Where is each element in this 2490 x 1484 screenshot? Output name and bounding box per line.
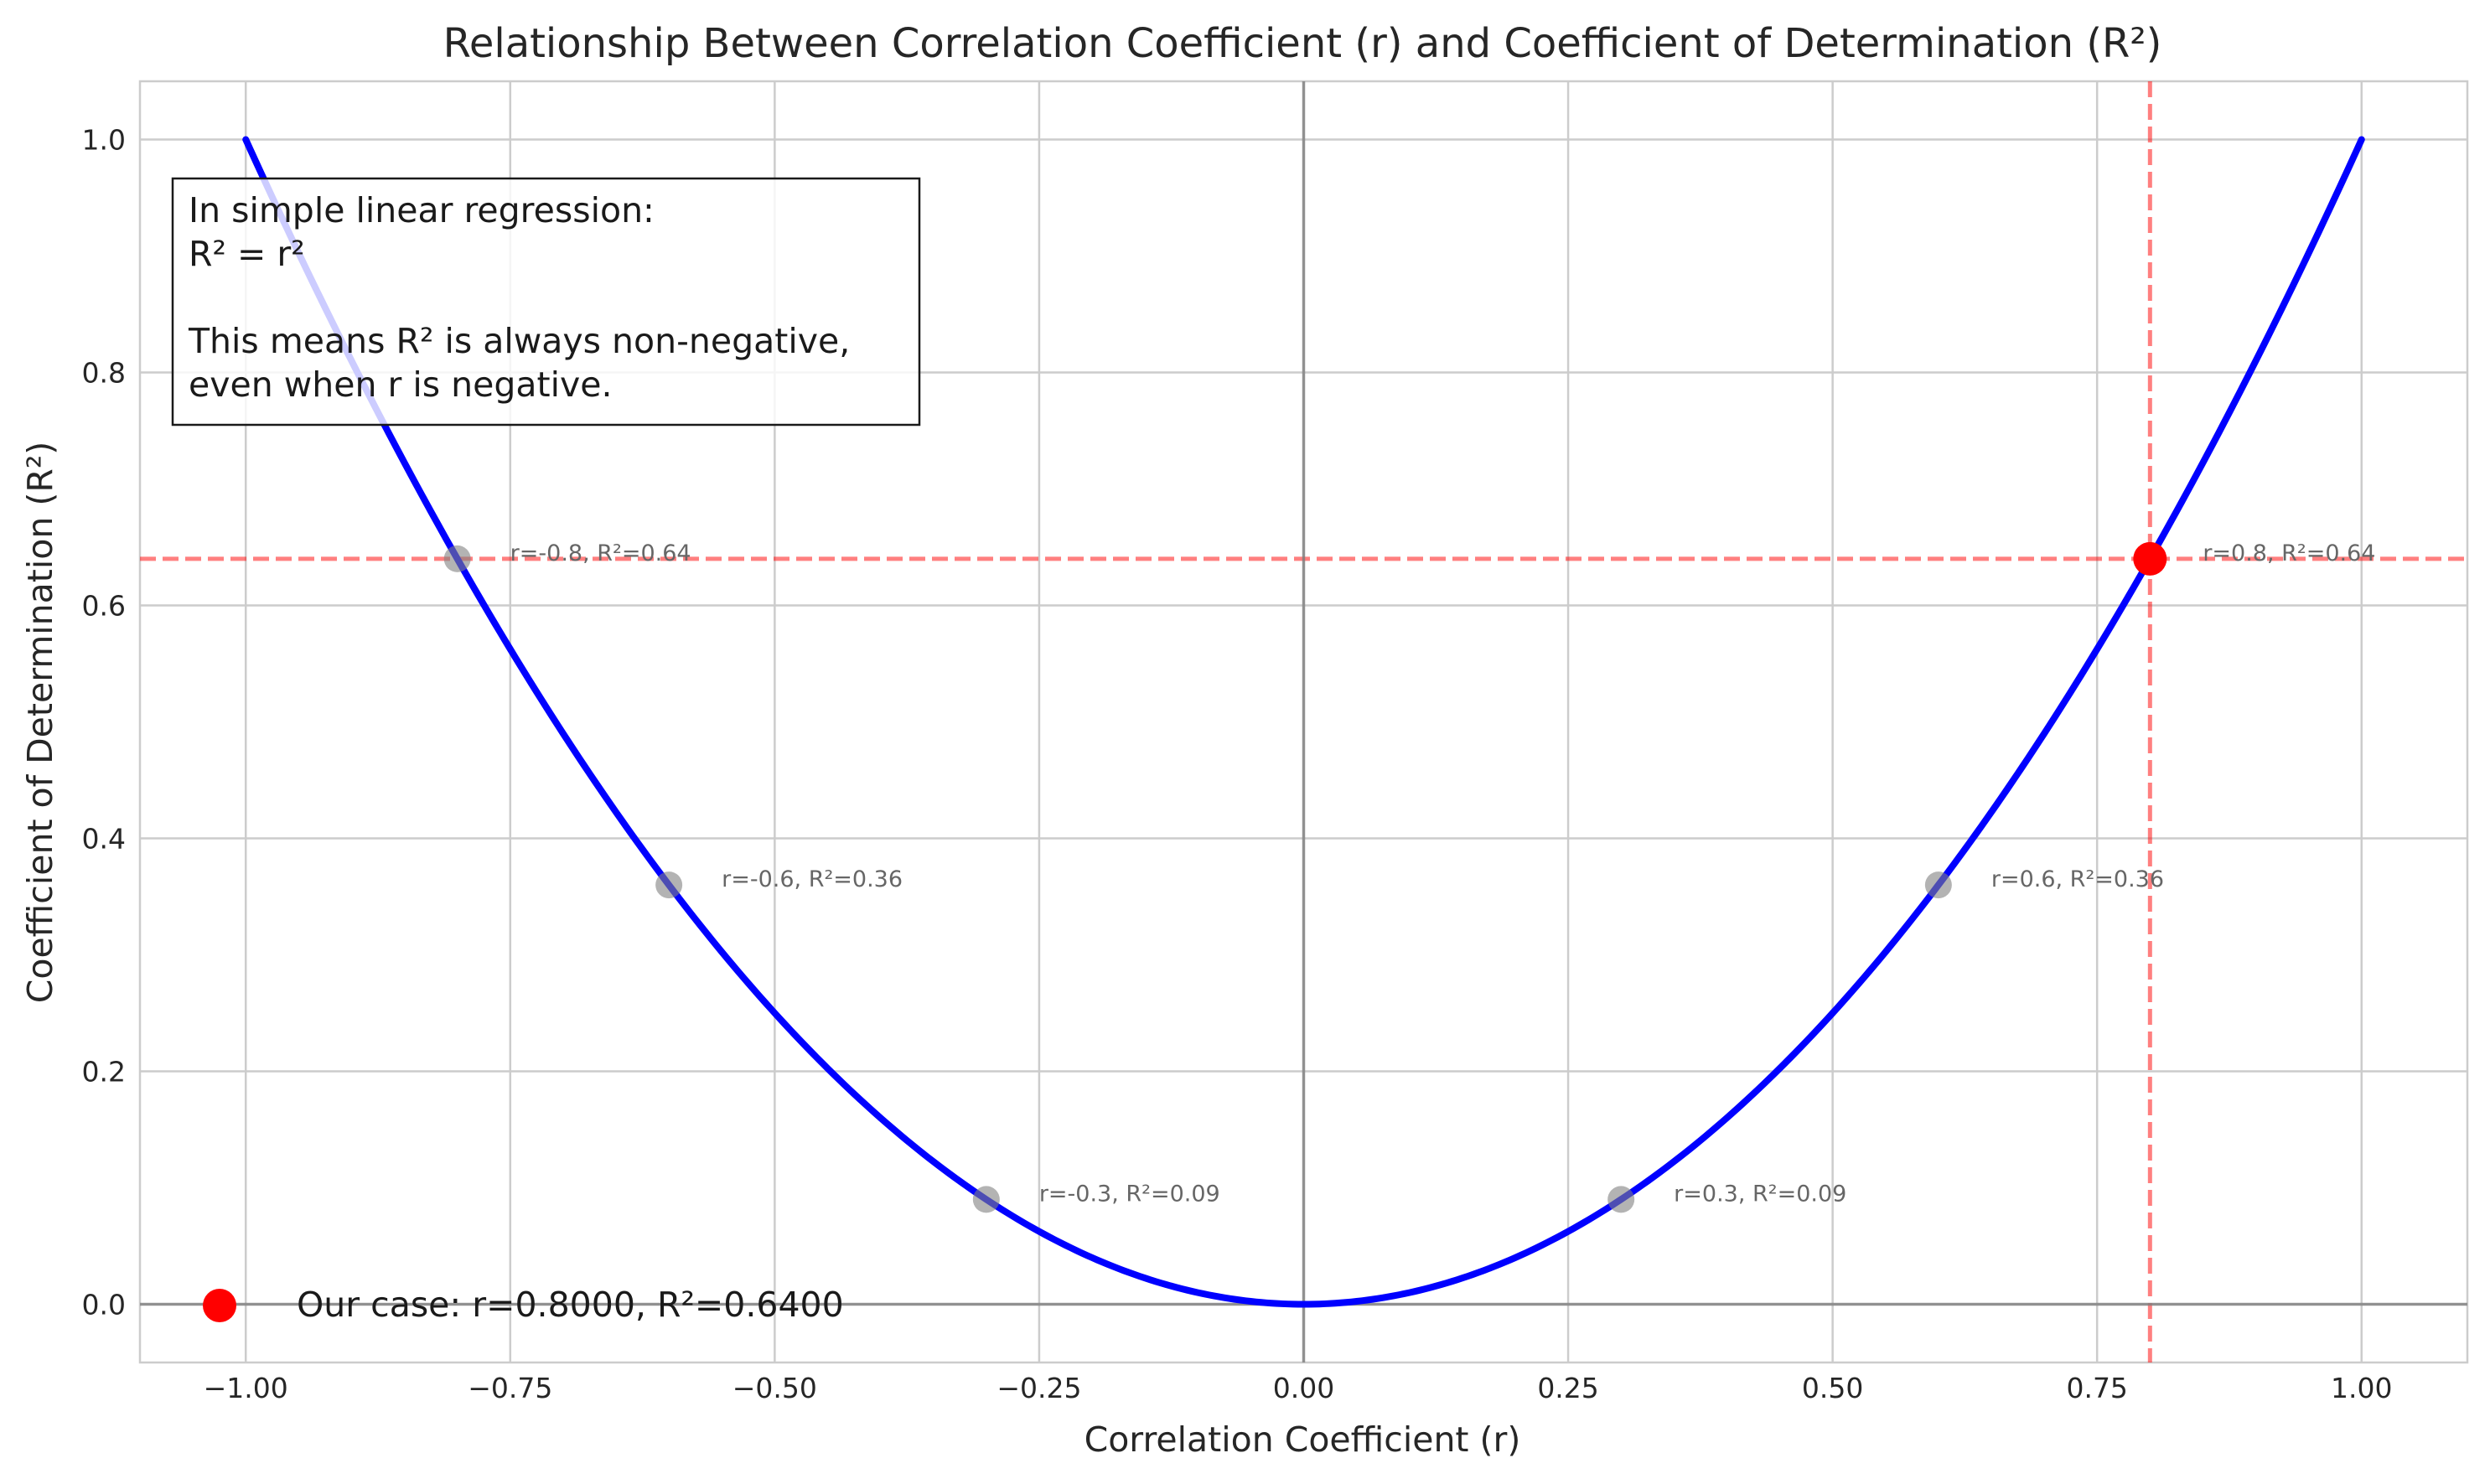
highlight-point <box>2133 541 2167 576</box>
legend-marker <box>203 1289 236 1322</box>
sample-point-4 <box>1924 871 1952 899</box>
sample-point-3 <box>1607 1186 1635 1213</box>
legend-label: Our case: r=0.8000, R²=0.6400 <box>297 1285 844 1325</box>
y-tick-label-2: 0.4 <box>82 823 126 856</box>
x-tick-labels: −1.00 −0.75 −0.50 −0.25 0.00 0.25 0.50 0.75 1.00 <box>204 1372 2393 1404</box>
sample-point-2 <box>972 1186 1000 1213</box>
y-tick-label-5: 1.0 <box>82 124 126 157</box>
sample-point-label-2: r=-0.3, R²=0.09 <box>1039 1181 1220 1207</box>
x-tick-label-4: 0.00 <box>1273 1372 1334 1404</box>
y-axis-label: Coefficient of Determination (R²) <box>20 442 60 1004</box>
x-tick-label-0: −1.00 <box>204 1372 288 1404</box>
x-axis-label: Correlation Coefficient (r) <box>1085 1419 1521 1460</box>
sample-point-label-3: r=0.3, R²=0.09 <box>1674 1181 1846 1207</box>
sample-point-1 <box>655 871 683 899</box>
sample-point-label-4: r=0.6, R²=0.36 <box>1991 866 2164 892</box>
x-tick-label-1: −0.75 <box>468 1372 552 1404</box>
info-box-frame <box>171 177 921 427</box>
info-line-1: In simple linear regression: <box>189 190 655 230</box>
info-line-5: even when r is negative. <box>189 365 613 405</box>
x-tick-label-7: 0.75 <box>2066 1372 2127 1404</box>
sample-points: r=-0.8, R²=0.64 r=-0.6, R²=0.36 r=-0.3, R²… <box>443 540 2375 1213</box>
series-line-r-squared <box>242 136 2365 1308</box>
y-tick-label-4: 0.8 <box>82 357 126 390</box>
x-tick-label-5: 0.25 <box>1537 1372 1598 1404</box>
info-line-2: R² = r² <box>189 234 305 274</box>
x-tick-label-3: −0.25 <box>997 1372 1081 1404</box>
y-tick-labels: 0.0 0.2 0.4 0.6 0.8 1.0 <box>82 124 126 1321</box>
sample-point-label-0: r=-0.8, R²=0.64 <box>510 540 691 566</box>
chart-title: Relationship Between Correlation Coeffic… <box>443 20 2162 67</box>
info-line-4: This means R² is always non-negative, <box>188 321 850 361</box>
x-tick-label-2: −0.50 <box>733 1372 817 1404</box>
x-tick-label-6: 0.50 <box>1802 1372 1863 1404</box>
sample-point-label-1: r=-0.6, R²=0.36 <box>722 866 903 892</box>
y-tick-label-3: 0.6 <box>82 590 126 623</box>
y-tick-label-0: 0.0 <box>82 1289 126 1321</box>
legend: Our case: r=0.8000, R²=0.6400 <box>203 1285 844 1325</box>
sample-point-label-5: r=0.8, R²=0.64 <box>2203 540 2375 566</box>
sample-point-0 <box>443 545 471 572</box>
x-tick-label-8: 1.00 <box>2331 1372 2392 1404</box>
y-tick-label-1: 0.2 <box>82 1056 126 1088</box>
info-box: In simple linear regression: R² = r² Thi… <box>171 177 921 427</box>
